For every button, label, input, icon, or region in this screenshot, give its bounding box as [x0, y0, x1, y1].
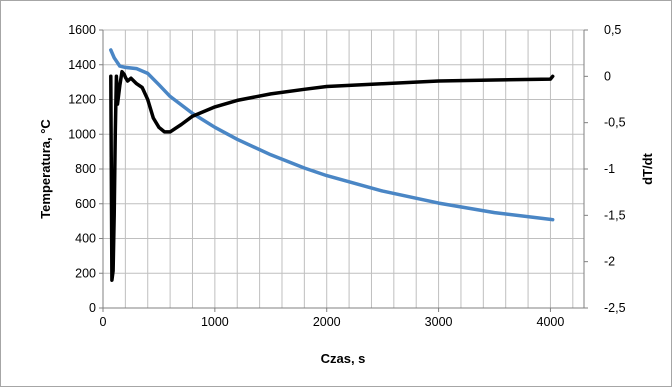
gridlines [103, 29, 584, 308]
x-tick-label: 4000 [537, 315, 565, 329]
y-tick-label: 200 [75, 266, 96, 280]
y-tick-label: 800 [75, 162, 96, 176]
y-tick-labels: 0 200 400 600 800 1000 1200 1400 1600 [68, 23, 96, 315]
x-tick-label: 0 [100, 315, 107, 329]
y2-tick-label: -0,5 [604, 116, 626, 130]
axes [99, 29, 588, 312]
y2-tick-label: 0 [604, 69, 611, 83]
x-axis-title: Czas, s [321, 351, 366, 366]
x-tick-label: 1000 [201, 315, 229, 329]
y-axis-title: Temperatura, °C [38, 119, 53, 219]
y-tick-label: 600 [75, 197, 96, 211]
y2-tick-label: -1 [604, 162, 615, 176]
y-tick-label: 1400 [68, 58, 96, 72]
x-tick-labels: 0 1000 2000 3000 4000 [100, 315, 565, 329]
y2-tick-labels: 0,5 0 -0,5 -1 -1,5 -2 -2,5 [604, 23, 626, 315]
y2-axis-title: dT/dt [640, 152, 655, 184]
y-tick-label: 1200 [68, 93, 96, 107]
y2-tick-label: 0,5 [604, 23, 621, 37]
series-line-dtdt [109, 69, 555, 282]
x-tick-label: 3000 [425, 315, 453, 329]
y-tick-label: 1000 [68, 127, 96, 141]
y2-tick-label: -2 [604, 255, 615, 269]
series-line-temperature [109, 48, 555, 222]
y2-tick-label: -1,5 [604, 208, 626, 222]
y-tick-label: 1600 [68, 23, 96, 37]
series-lines [109, 48, 555, 282]
y2-tick-label: -2,5 [604, 301, 626, 315]
y-tick-label: 0 [89, 301, 96, 315]
y-tick-label: 400 [75, 232, 96, 246]
x-tick-label: 2000 [313, 315, 341, 329]
